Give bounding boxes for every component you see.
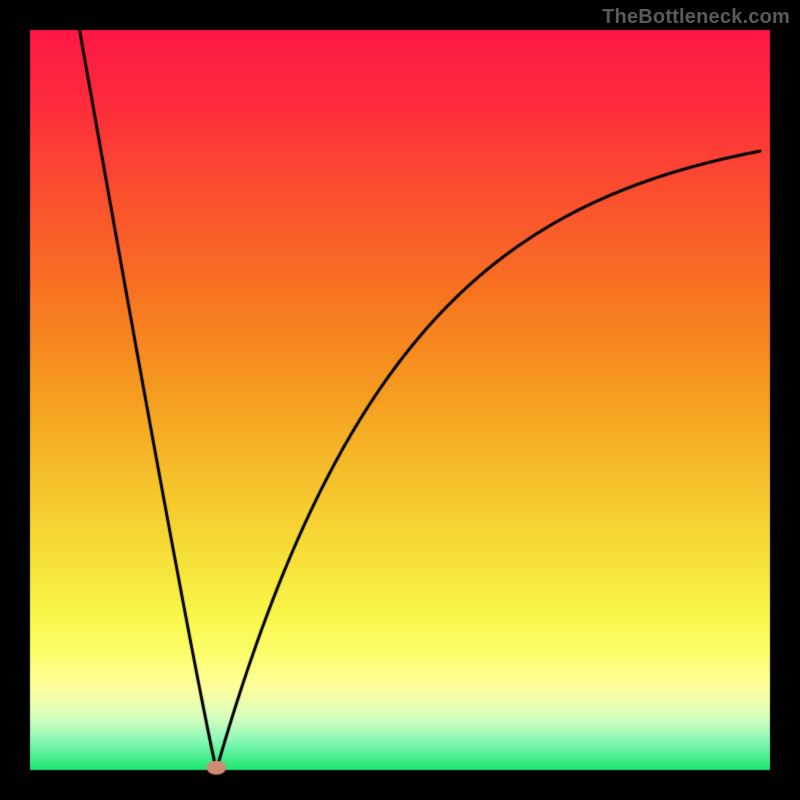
figure-root: TheBottleneck.com — [0, 0, 800, 800]
bottleneck-chart-canvas — [0, 0, 800, 800]
